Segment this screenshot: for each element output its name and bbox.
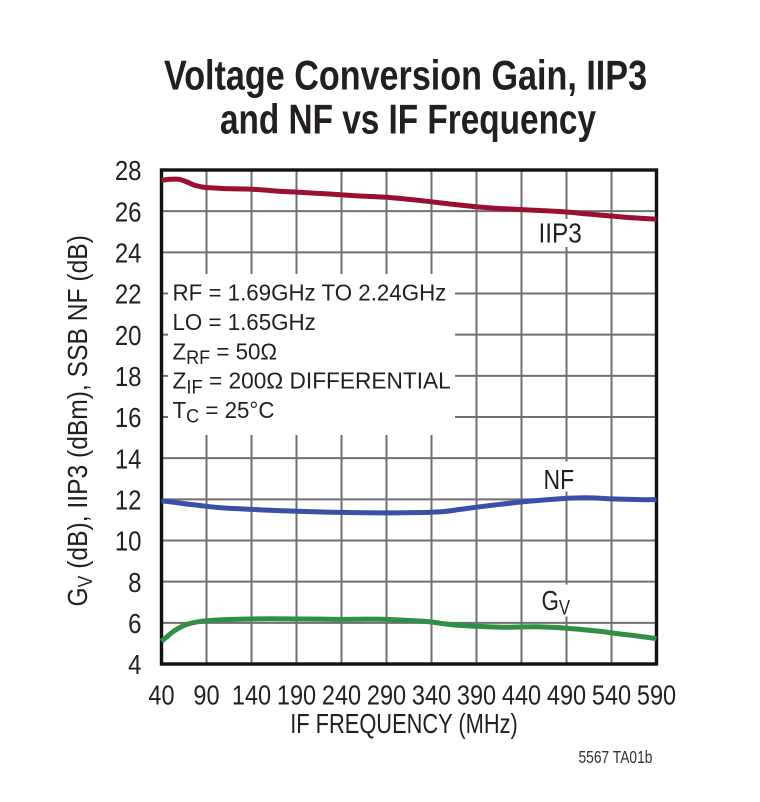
svg-text:26: 26 — [115, 196, 142, 228]
svg-text:24: 24 — [115, 237, 142, 269]
svg-text:40: 40 — [148, 681, 174, 711]
svg-text:540: 540 — [592, 681, 631, 711]
svg-text:20: 20 — [115, 319, 142, 351]
svg-text:140: 140 — [232, 681, 271, 711]
svg-text:and NF vs IF Frequency: and NF vs IF Frequency — [220, 97, 596, 144]
svg-text:12: 12 — [115, 484, 142, 516]
svg-text:290: 290 — [367, 681, 406, 711]
svg-text:4: 4 — [128, 648, 141, 680]
svg-text:590: 590 — [637, 681, 676, 711]
svg-text:6: 6 — [128, 607, 141, 639]
svg-text:16: 16 — [115, 401, 142, 433]
svg-text:10: 10 — [115, 525, 142, 557]
svg-text:GV (dB), IIP3 (dBm), SSB NF (d: GV (dB), IIP3 (dBm), SSB NF (dB) — [62, 235, 97, 606]
svg-text:490: 490 — [547, 681, 586, 711]
svg-text:22: 22 — [115, 278, 142, 310]
svg-text:LO = 1.65GHz: LO = 1.65GHz — [173, 308, 316, 335]
svg-text:240: 240 — [322, 681, 361, 711]
svg-text:190: 190 — [277, 681, 316, 711]
svg-text:340: 340 — [412, 681, 451, 711]
svg-text:18: 18 — [115, 360, 142, 392]
svg-text:IIP3: IIP3 — [539, 217, 582, 249]
svg-text:NF: NF — [544, 465, 575, 496]
svg-text:IF FREQUENCY (MHz): IF FREQUENCY (MHz) — [290, 708, 518, 739]
svg-text:90: 90 — [193, 681, 219, 711]
svg-text:5567 TA01b: 5567 TA01b — [579, 749, 653, 768]
svg-text:8: 8 — [128, 566, 141, 598]
svg-text:390: 390 — [457, 681, 496, 711]
svg-text:14: 14 — [115, 443, 142, 475]
svg-text:ZIF = 200Ω DIFFERENTIAL: ZIF = 200Ω DIFFERENTIAL — [173, 367, 451, 397]
svg-text:28: 28 — [115, 154, 142, 186]
svg-text:Voltage Conversion Gain, IIP3: Voltage Conversion Gain, IIP3 — [164, 52, 647, 99]
svg-text:440: 440 — [502, 681, 541, 711]
svg-text:RF = 1.69GHz TO 2.24GHz: RF = 1.69GHz TO 2.24GHz — [173, 279, 447, 306]
